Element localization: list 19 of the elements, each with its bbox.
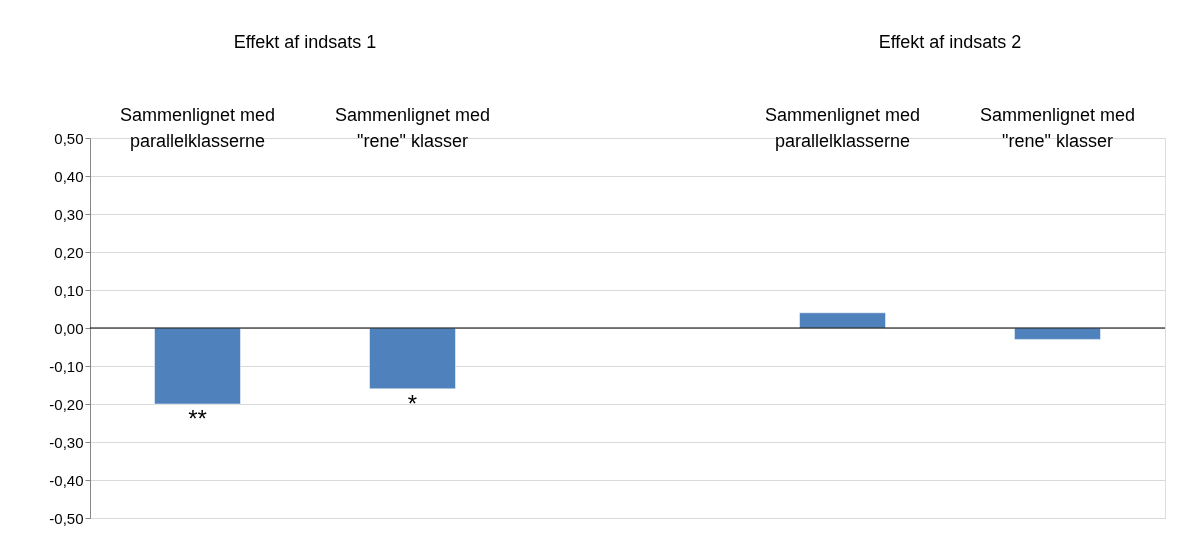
- y-tick-label: -0,50: [49, 509, 84, 527]
- x-tick-label: Sammenlignet med parallelklasserne: [119, 104, 276, 151]
- y-tick-label: -0,30: [49, 433, 84, 451]
- x-tick-label: Sammenlignet med parallelklasserne: [764, 104, 921, 151]
- y-tick-label: -0,20: [49, 395, 84, 413]
- y-tick-label: 0,30: [54, 205, 84, 223]
- y-tick-label: 0,40: [54, 167, 84, 185]
- y-tick-label: -0,40: [49, 471, 84, 489]
- x-tick-label: Sammenlignet med "rene" klasser: [979, 104, 1136, 151]
- y-tick-label: -0,10: [49, 357, 84, 375]
- y-tick-label: 0,00: [54, 319, 84, 337]
- y-tick-label: 0,50: [54, 129, 84, 147]
- text: Effekt af indsats 2: [878, 32, 1022, 52]
- text: Effekt af indsats 1: [233, 32, 377, 52]
- x-tick-label: Sammenlignet med "rene" klasser: [334, 104, 491, 151]
- y-tick-label: 0,10: [54, 281, 84, 299]
- annotation: **: [188, 405, 207, 432]
- y-tick-label: 0,20: [54, 243, 84, 261]
- annotation: *: [407, 389, 418, 417]
